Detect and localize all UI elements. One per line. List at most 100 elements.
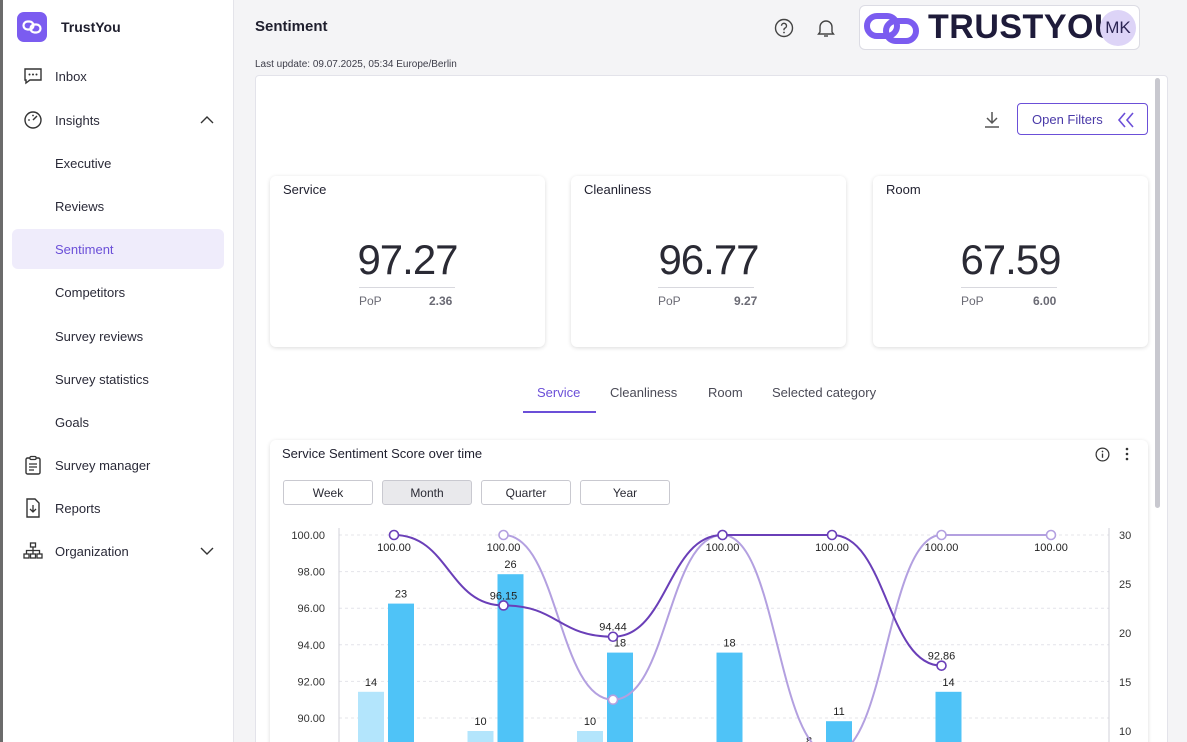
series-point-secondary: [607, 694, 619, 705]
sidebar-item-label: Reviews: [55, 198, 105, 214]
sidebar-item-organization[interactable]: Organization: [12, 532, 224, 570]
card-value: 67.59: [960, 236, 1061, 283]
scrollbar[interactable]: [1155, 78, 1160, 508]
series-point-primary: [607, 631, 619, 643]
logo-wordmark: TRUSTYOU: [928, 8, 1119, 46]
point-label: 100.00: [706, 542, 740, 554]
sidebar-item-executive[interactable]: Executive: [12, 144, 224, 182]
card-divider: [359, 287, 455, 288]
point-label: 100.00: [487, 542, 521, 554]
y-right-tick-label: 10: [1119, 726, 1131, 738]
download-icon[interactable]: [980, 108, 1004, 132]
sidebar-item-survey-statistics[interactable]: Survey statistics: [12, 360, 224, 398]
tab-active-indicator: [523, 411, 596, 413]
chart-title: Service Sentiment Score over time: [282, 446, 483, 461]
bar-secondary: [467, 731, 494, 742]
y-left-tick-label: 92.00: [297, 676, 325, 688]
y-left-tick-label: 96.00: [297, 603, 325, 615]
sidebar-item-survey-manager[interactable]: Survey manager: [12, 446, 224, 484]
period-month-button[interactable]: Month: [382, 480, 472, 505]
open-filters-button[interactable]: Open Filters: [1017, 103, 1148, 135]
series-line-secondary: [503, 533, 1051, 742]
bar-primary: [935, 691, 962, 742]
bar-label: 18: [614, 638, 626, 650]
chevron-up-icon: [200, 113, 214, 128]
sidebar-item-label: Reports: [55, 500, 101, 516]
card-title: Room: [886, 182, 921, 197]
sidebar-item-reviews[interactable]: Reviews: [12, 187, 224, 225]
point-label: 100.00: [925, 542, 959, 554]
series-point-primary: [717, 529, 728, 541]
window-edge: [0, 0, 3, 742]
sidebar-item-label: Competitors: [55, 284, 126, 300]
series-point-secondary: [936, 529, 947, 541]
point-label: 92.86: [928, 651, 956, 663]
sidebar-item-competitors[interactable]: Competitors: [12, 273, 224, 311]
bar-label: 14: [942, 677, 954, 689]
period-year-button[interactable]: Year: [580, 480, 670, 505]
report-icon: [22, 497, 44, 519]
card-pop-value: 2.36: [429, 294, 453, 308]
sidebar-item-label: Inbox: [55, 68, 87, 84]
period-quarter-button[interactable]: Quarter: [481, 480, 571, 505]
card-pop-label: PoP: [658, 294, 681, 308]
bar-primary: [826, 721, 852, 742]
tab-cleanliness[interactable]: Cleanliness: [610, 385, 678, 400]
sidebar-item-goals[interactable]: Goals: [12, 403, 224, 441]
bar-primary: [388, 603, 414, 742]
series-point-primary: [936, 660, 947, 671]
tab-selected-category[interactable]: Selected category: [772, 385, 877, 400]
trustyou-logo-icon: [17, 12, 47, 42]
sidebar-item-reports[interactable]: Reports: [12, 489, 224, 527]
sidebar-item-label: Survey statistics: [55, 371, 149, 387]
period-week-button[interactable]: Week: [283, 480, 373, 505]
bar-label: 10: [474, 716, 486, 728]
sidebar-item-label: Insights: [55, 112, 100, 128]
tab-room[interactable]: Room: [708, 385, 743, 400]
bar-label: 23: [395, 589, 407, 601]
y-left-tick-label: 98.00: [297, 567, 325, 579]
point-label: 100.00: [1034, 542, 1068, 554]
card-value: 96.77: [658, 236, 759, 283]
tab-service[interactable]: Service: [537, 385, 581, 400]
help-icon[interactable]: [773, 17, 795, 39]
y-right-tick-label: 30: [1119, 530, 1131, 542]
bar-secondary: [358, 691, 384, 742]
avatar[interactable]: MK: [1100, 10, 1136, 46]
sidebar-item-label: Sentiment: [55, 241, 114, 257]
y-right-tick-label: 15: [1119, 677, 1131, 689]
info-icon[interactable]: [1094, 446, 1110, 462]
last-update: Last update: 09.07.2025, 05:34 Europe/Be…: [255, 59, 457, 70]
kpi-card-service: Service 97.27 PoP 2.36: [270, 176, 545, 347]
card-pop-value: 9.27: [734, 294, 758, 308]
y-left-tick-label: 90.00: [297, 713, 325, 725]
bar-label: 14: [365, 677, 377, 689]
series-point-primary: [826, 529, 838, 541]
sidebar-item-survey-reviews[interactable]: Survey reviews: [12, 317, 224, 355]
sidebar-item-label: Goals: [55, 414, 89, 430]
bar-label: 10: [584, 716, 596, 728]
sentiment-chart: 100.00 98.00 96.00 94.00 92.00 90.00 30 25 20 15 1…: [291, 528, 1131, 742]
more-vertical-icon[interactable]: [1119, 446, 1135, 462]
bar-primary: [716, 652, 743, 742]
trustyou-logo: TRUSTYOU MK: [859, 5, 1140, 50]
brand[interactable]: TrustYou: [17, 12, 121, 42]
point-label: 100.00: [815, 542, 849, 554]
sidebar-item-sentiment[interactable]: Sentiment: [12, 229, 224, 269]
point-label: 96.15: [490, 590, 518, 602]
card-pop-value: 6.00: [1033, 294, 1057, 308]
gauge-icon: [22, 109, 44, 131]
sidebar-item-label: Survey manager: [55, 457, 151, 473]
double-chevron-left-icon: [1117, 112, 1135, 131]
bell-icon[interactable]: [815, 17, 837, 39]
bar-label: 26: [504, 559, 516, 571]
chat-icon: [22, 65, 44, 87]
org-chart-icon: [22, 540, 44, 562]
point-label: 100.00: [377, 542, 411, 554]
card-title: Cleanliness: [584, 182, 652, 197]
clipboard-icon: [22, 454, 44, 476]
sidebar-item-insights[interactable]: Insights: [12, 101, 224, 139]
y-right-tick-label: 20: [1119, 628, 1131, 640]
sidebar-item-inbox[interactable]: Inbox: [12, 57, 224, 95]
bar-label: 11: [833, 706, 844, 718]
